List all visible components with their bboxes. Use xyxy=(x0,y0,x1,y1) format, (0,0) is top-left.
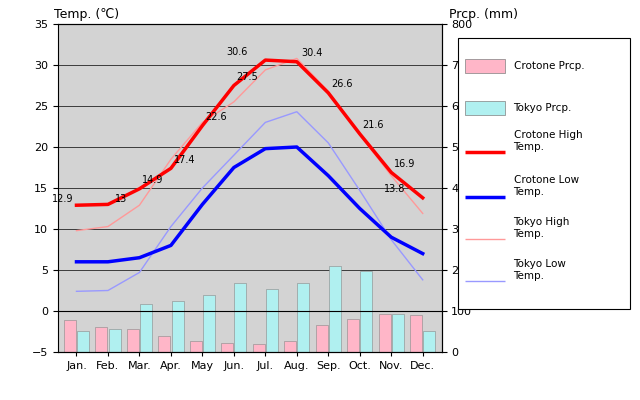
Bar xyxy=(392,314,404,352)
Text: Crotone High
Temp.: Crotone High Temp. xyxy=(513,130,582,152)
Bar xyxy=(203,296,215,352)
Bar xyxy=(127,329,139,352)
Text: 13.8: 13.8 xyxy=(384,184,405,194)
Bar xyxy=(172,301,184,352)
Bar xyxy=(298,283,309,352)
Bar xyxy=(158,336,170,352)
Text: Prcp. (mm): Prcp. (mm) xyxy=(449,8,518,21)
Bar xyxy=(360,271,372,352)
Text: 22.6: 22.6 xyxy=(205,112,227,122)
FancyBboxPatch shape xyxy=(465,59,504,73)
FancyBboxPatch shape xyxy=(465,101,504,115)
Bar xyxy=(410,315,422,352)
Text: Crotone Prcp.: Crotone Prcp. xyxy=(513,61,584,70)
Bar xyxy=(64,320,76,352)
Bar xyxy=(221,343,233,352)
Text: 12.9: 12.9 xyxy=(51,194,73,204)
Text: Tokyo Prcp.: Tokyo Prcp. xyxy=(513,103,572,113)
FancyBboxPatch shape xyxy=(458,38,630,309)
Bar xyxy=(234,283,246,352)
Bar xyxy=(266,289,278,352)
Text: 17.4: 17.4 xyxy=(173,155,195,165)
Bar xyxy=(347,319,359,352)
Bar xyxy=(379,314,390,352)
Bar xyxy=(284,340,296,352)
Text: Crotone Low
Temp.: Crotone Low Temp. xyxy=(513,175,579,197)
Text: Temp. (℃): Temp. (℃) xyxy=(54,8,119,21)
Text: Tokyo High
Temp.: Tokyo High Temp. xyxy=(513,217,570,239)
Text: 27.5: 27.5 xyxy=(237,72,259,82)
Bar xyxy=(109,329,120,352)
Bar xyxy=(190,340,202,352)
Text: 16.9: 16.9 xyxy=(394,159,415,169)
Text: 13: 13 xyxy=(115,194,127,204)
Text: 30.6: 30.6 xyxy=(227,46,248,56)
Bar xyxy=(423,331,435,352)
Text: 26.6: 26.6 xyxy=(331,79,353,89)
Bar xyxy=(253,344,265,352)
Text: 30.4: 30.4 xyxy=(301,48,323,58)
Bar xyxy=(316,325,328,352)
Text: 14.9: 14.9 xyxy=(142,175,164,185)
Text: 21.6: 21.6 xyxy=(362,120,384,130)
Text: Tokyo Low
Temp.: Tokyo Low Temp. xyxy=(513,259,566,281)
Bar xyxy=(329,266,341,352)
Bar xyxy=(95,327,108,352)
Bar xyxy=(77,331,89,352)
Bar xyxy=(140,304,152,352)
